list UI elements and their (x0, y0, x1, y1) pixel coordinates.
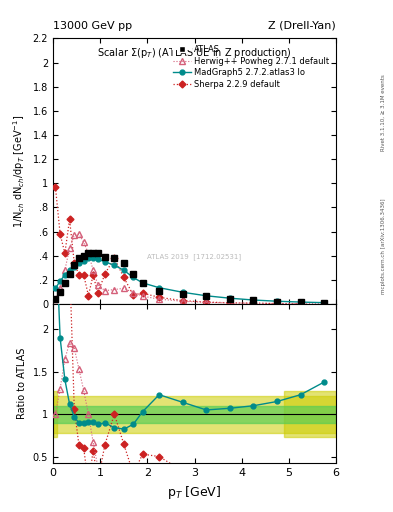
Text: Z (Drell-Yan): Z (Drell-Yan) (268, 20, 336, 31)
Legend: ATLAS, Herwig++ Powheg 2.7.1 default, MadGraph5 2.7.2.atlas3 lo, Sherpa 2.2.9 de: ATLAS, Herwig++ Powheg 2.7.1 default, Ma… (170, 42, 332, 91)
Bar (53, 391, 57, 437)
Text: 13000 GeV pp: 13000 GeV pp (53, 20, 132, 31)
Bar (53, 406, 336, 423)
Bar (53, 396, 336, 433)
Y-axis label: 1/N$_{ch}$ dN$_{ch}$/dp$_T$ [GeV$^{-1}$]: 1/N$_{ch}$ dN$_{ch}$/dp$_T$ [GeV$^{-1}$] (11, 115, 27, 228)
Text: mcplots.cern.ch [arXiv:1306.3436]: mcplots.cern.ch [arXiv:1306.3436] (381, 198, 386, 293)
Y-axis label: Ratio to ATLAS: Ratio to ATLAS (17, 348, 27, 419)
Text: Rivet 3.1.10, ≥ 3.1M events: Rivet 3.1.10, ≥ 3.1M events (381, 74, 386, 151)
Text: ATLAS 2019  [1712.02531]: ATLAS 2019 [1712.02531] (147, 253, 242, 260)
Text: Scalar $\Sigma$(p$_T$) (ATLAS UE in Z production): Scalar $\Sigma$(p$_T$) (ATLAS UE in Z pr… (97, 47, 292, 60)
Bar (284, 391, 336, 437)
X-axis label: p$_T$ [GeV]: p$_T$ [GeV] (167, 484, 222, 501)
